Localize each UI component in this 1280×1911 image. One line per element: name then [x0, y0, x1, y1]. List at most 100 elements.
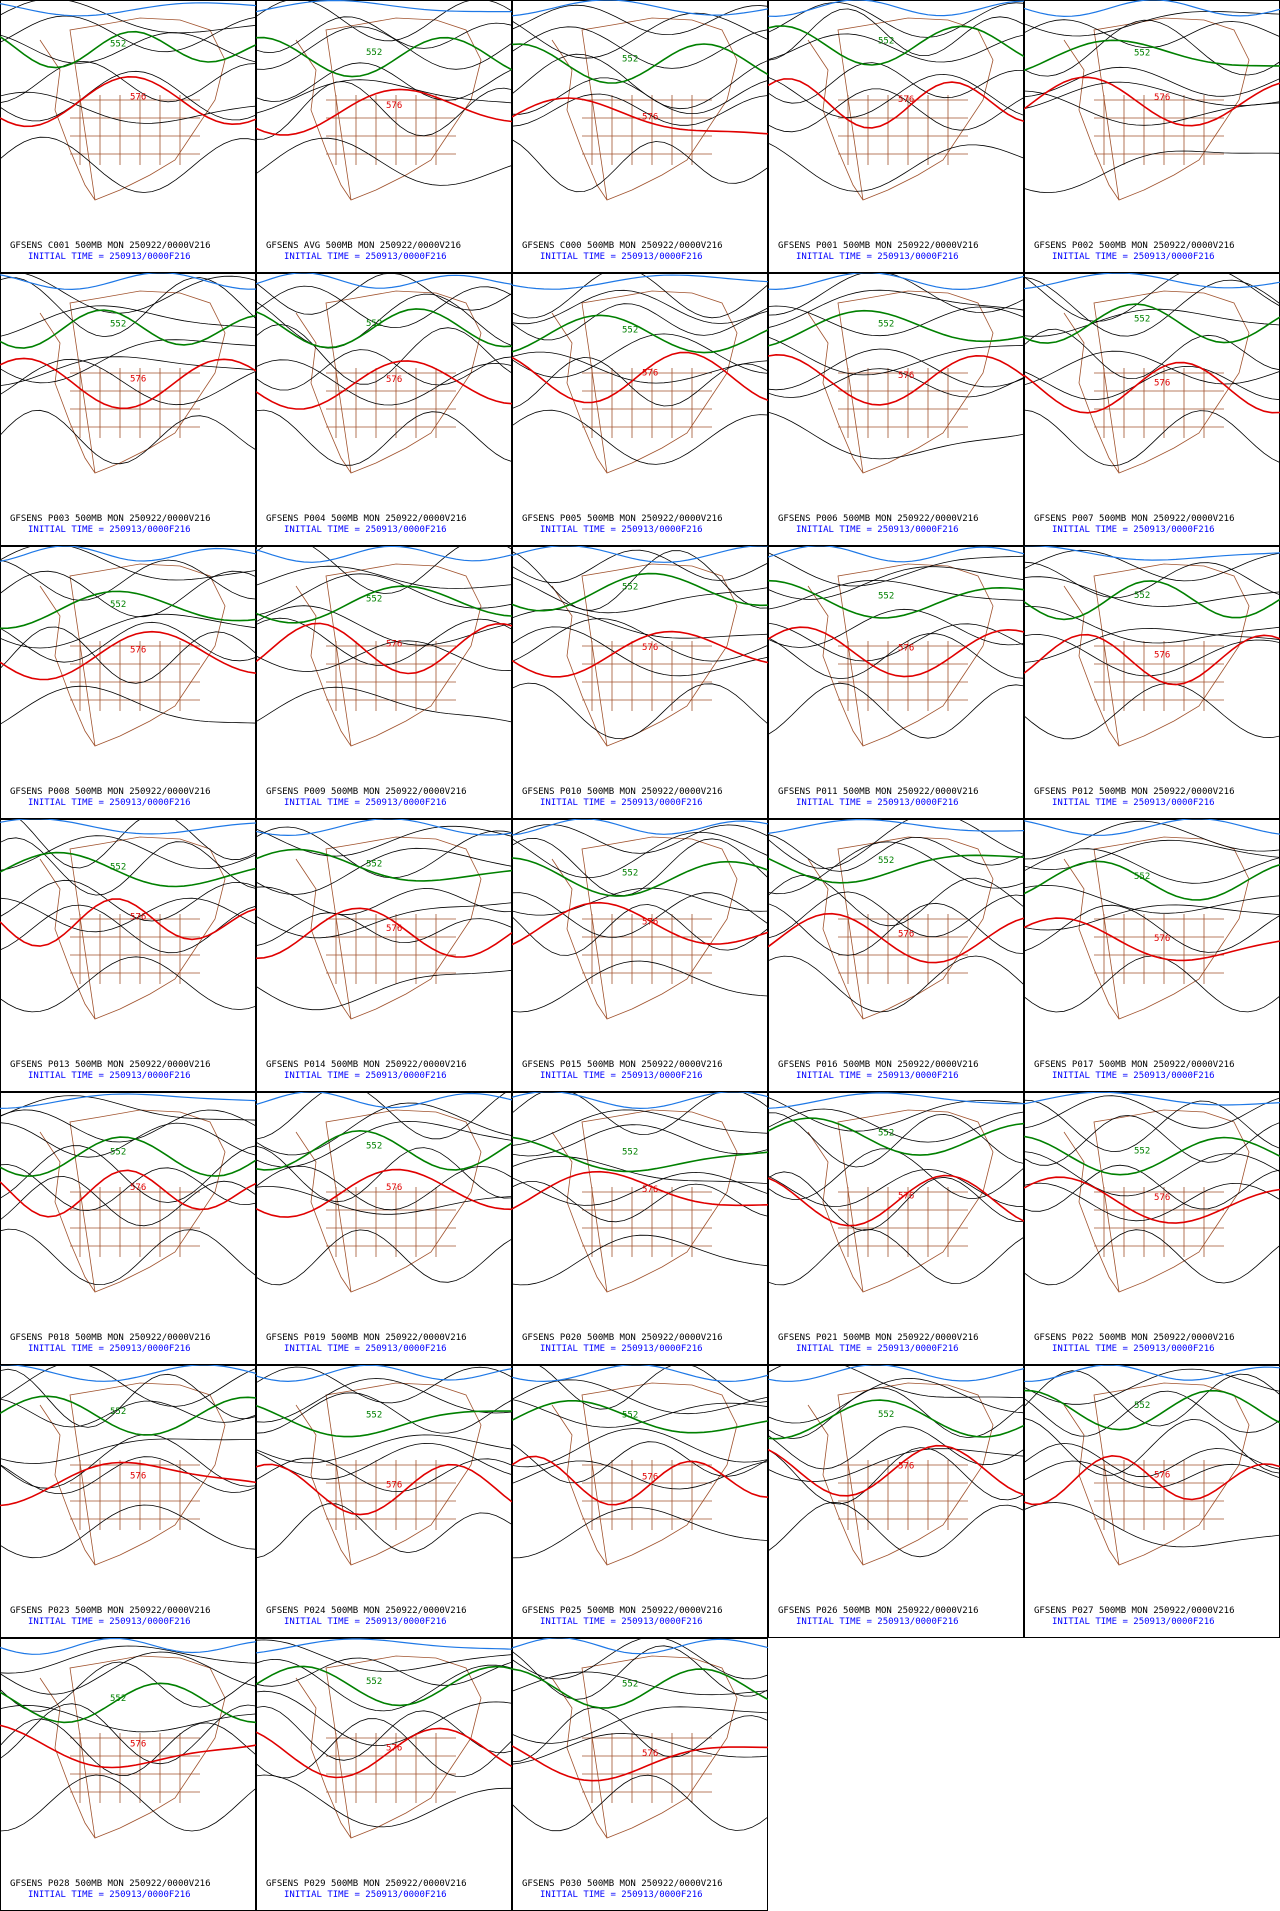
contour [0, 356, 256, 386]
contour-576 [0, 357, 256, 410]
contour [0, 1109, 256, 1143]
panel-border [768, 273, 1024, 546]
map-panel: 552 576 GFSENS P003 500MB MON 250922/0000V… [0, 273, 256, 546]
contour-552 [0, 30, 256, 69]
contour [512, 1671, 768, 1696]
panel-init: INITIAL TIME = 250913/0000F216 [796, 252, 959, 262]
panel-init: INITIAL TIME = 250913/0000F216 [28, 525, 191, 535]
coastline [551, 836, 738, 1020]
geography [551, 1655, 738, 1839]
contour [256, 847, 512, 895]
panel-border [1024, 273, 1280, 546]
map-panel: 552 576 GFSENS P005 500MB MON 250922/0000V… [512, 273, 768, 546]
contour-552 [0, 309, 256, 349]
contour [512, 887, 768, 916]
contour [1024, 1368, 1280, 1405]
panel-init: INITIAL TIME = 250913/0000F216 [284, 798, 447, 808]
contour-552 [1024, 39, 1280, 72]
panel-init: INITIAL TIME = 250913/0000F216 [28, 1890, 191, 1900]
panel-title: GFSENS P022 500MB MON 250922/0000V216 [1034, 1333, 1234, 1343]
panel-border [768, 1092, 1024, 1365]
contour [0, 358, 256, 406]
contour [512, 832, 768, 878]
panel-border [0, 1365, 256, 1638]
contour [256, 1457, 512, 1493]
panel-title: GFSENS P023 500MB MON 250922/0000V216 [10, 1606, 210, 1616]
panel-border [512, 546, 768, 819]
contour-low [768, 1092, 1024, 1109]
geography [295, 1382, 482, 1566]
contour [1024, 884, 1280, 914]
contour [512, 576, 768, 614]
contour [0, 1398, 256, 1428]
panel-border [0, 273, 256, 546]
map-panel: 552 576 GFSENS P007 500MB MON 250922/0000V… [1024, 273, 1280, 546]
contour [1024, 66, 1280, 98]
contour [512, 289, 768, 325]
contour-label: 576 [642, 917, 658, 927]
contour-label: 576 [898, 643, 914, 653]
contour-label: 576 [386, 1744, 402, 1754]
map-panel: 552 576 GFSENS P026 500MB MON 250922/0000V… [768, 1365, 1024, 1638]
geography [551, 1382, 738, 1566]
coastline [807, 17, 994, 201]
map-panel: 552 576 GFSENS P016 500MB MON 250922/0000V… [768, 819, 1024, 1092]
contour [0, 15, 256, 53]
contour-552 [1024, 303, 1280, 344]
contour-552 [0, 1682, 256, 1724]
contour [512, 837, 768, 897]
panel-init: INITIAL TIME = 250913/0000F216 [796, 798, 959, 808]
contour [0, 32, 256, 64]
contour-label: 552 [878, 1128, 894, 1138]
panel-init: INITIAL TIME = 250913/0000F216 [1052, 798, 1215, 808]
contour [256, 137, 512, 186]
contour [0, 559, 256, 601]
contour [0, 1504, 256, 1559]
contour-low [256, 1638, 512, 1654]
map-panel: 552 576 GFSENS P027 500MB MON 250922/0000V… [1024, 1365, 1280, 1638]
contour-552 [512, 572, 768, 612]
contour-label: 552 [366, 860, 382, 870]
contour-label: 576 [642, 113, 658, 123]
contour [256, 293, 512, 349]
contour [256, 969, 512, 1011]
contour [768, 819, 1024, 869]
contour [512, 1707, 768, 1762]
map-panel: 552 576 GFSENS P004 500MB MON 250922/0000V… [256, 273, 512, 546]
contour [512, 1645, 768, 1700]
contour [768, 1168, 1024, 1207]
contour [512, 1774, 768, 1832]
contour [512, 682, 768, 740]
contour-576 [256, 622, 512, 675]
contour-label: 576 [130, 912, 146, 922]
panel-title: GFSENS P021 500MB MON 250922/0000V216 [778, 1333, 978, 1343]
panel-border [512, 1092, 768, 1365]
panel-title: GFSENS P017 500MB MON 250922/0000V216 [1034, 1060, 1234, 1070]
contour [1024, 549, 1280, 582]
contour [0, 897, 256, 933]
contour [512, 824, 768, 854]
contour-label: 576 [130, 375, 146, 385]
coastline [1063, 17, 1250, 201]
contour [0, 1456, 256, 1494]
contour [768, 1108, 1024, 1143]
contour-label: 576 [130, 1183, 146, 1193]
contour-low [0, 2, 256, 17]
contour [1024, 1442, 1280, 1478]
contour [1024, 350, 1280, 386]
panel-title: GFSENS P007 500MB MON 250922/0000V216 [1034, 514, 1234, 524]
contour [512, 960, 768, 1013]
contour [0, 91, 256, 124]
contour-low [0, 1638, 256, 1655]
contour [1024, 1095, 1280, 1129]
panel-init: INITIAL TIME = 250913/0000F216 [796, 1344, 959, 1354]
contour-low [768, 273, 1024, 291]
contour-552 [768, 579, 1024, 619]
coastline [295, 290, 482, 474]
map-panel: 552 576 GFSENS P001 500MB MON 250922/0000V… [768, 0, 1024, 273]
contour [0, 613, 256, 649]
panel-init: INITIAL TIME = 250913/0000F216 [540, 1071, 703, 1081]
contour [0, 60, 256, 104]
contour [512, 26, 768, 69]
contour [256, 62, 512, 102]
